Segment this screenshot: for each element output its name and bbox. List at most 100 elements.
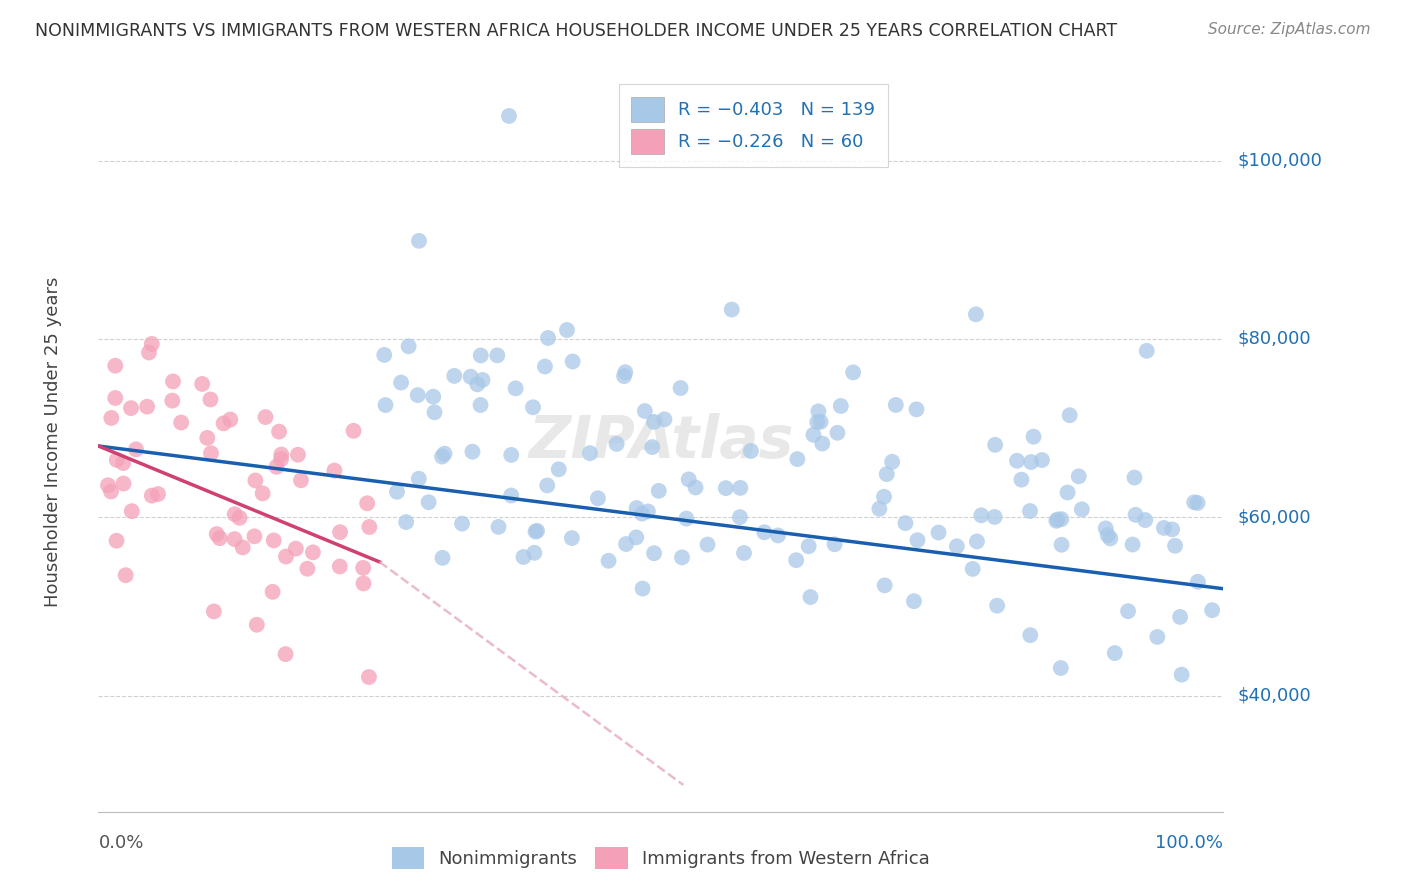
Point <box>966 534 988 549</box>
Point <box>754 525 776 540</box>
Point <box>873 490 896 504</box>
Point <box>613 369 636 384</box>
Point <box>1049 661 1071 675</box>
Point <box>297 562 319 576</box>
Point <box>526 524 548 538</box>
Point <box>685 481 707 495</box>
Point <box>302 545 325 559</box>
Point <box>807 404 830 418</box>
Text: 100.0%: 100.0% <box>1156 834 1223 852</box>
Point <box>740 444 762 458</box>
Point <box>191 376 214 391</box>
Text: $40,000: $40,000 <box>1237 687 1310 705</box>
Legend: Nonimmigrants, Immigrants from Western Africa: Nonimmigrants, Immigrants from Western A… <box>382 838 939 879</box>
Point <box>586 491 609 506</box>
Point <box>141 489 163 503</box>
Point <box>1005 454 1028 468</box>
Point <box>252 486 274 500</box>
Point <box>471 373 494 387</box>
Point <box>432 550 454 565</box>
Point <box>195 431 218 445</box>
Point <box>579 446 602 460</box>
Point <box>323 464 346 478</box>
Point <box>430 450 453 464</box>
Point <box>614 537 637 551</box>
Point <box>965 307 987 321</box>
Point <box>501 448 523 462</box>
Point <box>202 604 225 618</box>
Point <box>395 515 418 529</box>
Point <box>547 462 569 476</box>
Point <box>1164 539 1187 553</box>
Point <box>678 472 700 486</box>
Point <box>1010 473 1032 487</box>
Point <box>263 533 285 548</box>
Point <box>406 388 429 402</box>
Point <box>1116 604 1139 618</box>
Point <box>1187 496 1209 510</box>
Point <box>1097 528 1119 542</box>
Point <box>467 377 489 392</box>
Point <box>641 440 664 454</box>
Text: $80,000: $80,000 <box>1237 330 1310 348</box>
Point <box>1050 512 1073 526</box>
Point <box>882 455 904 469</box>
Point <box>730 481 752 495</box>
Point <box>946 539 969 553</box>
Point <box>373 348 395 362</box>
Point <box>984 438 1007 452</box>
Point <box>907 533 929 548</box>
Point <box>696 537 718 551</box>
Point <box>714 481 737 495</box>
Point <box>1161 523 1184 537</box>
Point <box>799 590 821 604</box>
Point <box>522 401 544 415</box>
Point <box>245 474 267 488</box>
Point <box>205 527 228 541</box>
Point <box>125 442 148 457</box>
Point <box>1056 485 1078 500</box>
Point <box>470 398 492 412</box>
Point <box>634 404 657 418</box>
Point <box>728 510 751 524</box>
Point <box>1045 514 1067 528</box>
Point <box>120 401 142 416</box>
Point <box>408 234 430 248</box>
Point <box>1019 455 1042 469</box>
Point <box>1046 512 1069 526</box>
Point <box>267 425 290 439</box>
Point <box>830 399 852 413</box>
Point <box>1146 630 1168 644</box>
Point <box>803 427 825 442</box>
Point <box>266 459 288 474</box>
Point <box>357 670 380 684</box>
Point <box>1125 508 1147 522</box>
Point <box>423 405 446 419</box>
Point <box>523 546 546 560</box>
Point <box>766 528 789 542</box>
Point <box>536 478 558 492</box>
Point <box>451 516 474 531</box>
Point <box>418 495 440 509</box>
Point <box>232 541 254 555</box>
Point <box>274 549 297 564</box>
Point <box>287 448 309 462</box>
Point <box>228 511 250 525</box>
Point <box>671 550 693 565</box>
Point <box>262 584 284 599</box>
Point <box>928 525 950 540</box>
Point <box>534 359 557 374</box>
Point <box>606 437 628 451</box>
Point <box>537 331 560 345</box>
Point <box>162 393 184 408</box>
Point <box>962 562 984 576</box>
Point <box>1019 628 1042 642</box>
Point <box>1123 470 1146 484</box>
Point <box>121 504 143 518</box>
Point <box>114 568 136 582</box>
Point <box>1050 538 1073 552</box>
Text: 0.0%: 0.0% <box>98 834 143 852</box>
Point <box>359 520 381 534</box>
Point <box>643 415 665 429</box>
Point <box>1122 537 1144 551</box>
